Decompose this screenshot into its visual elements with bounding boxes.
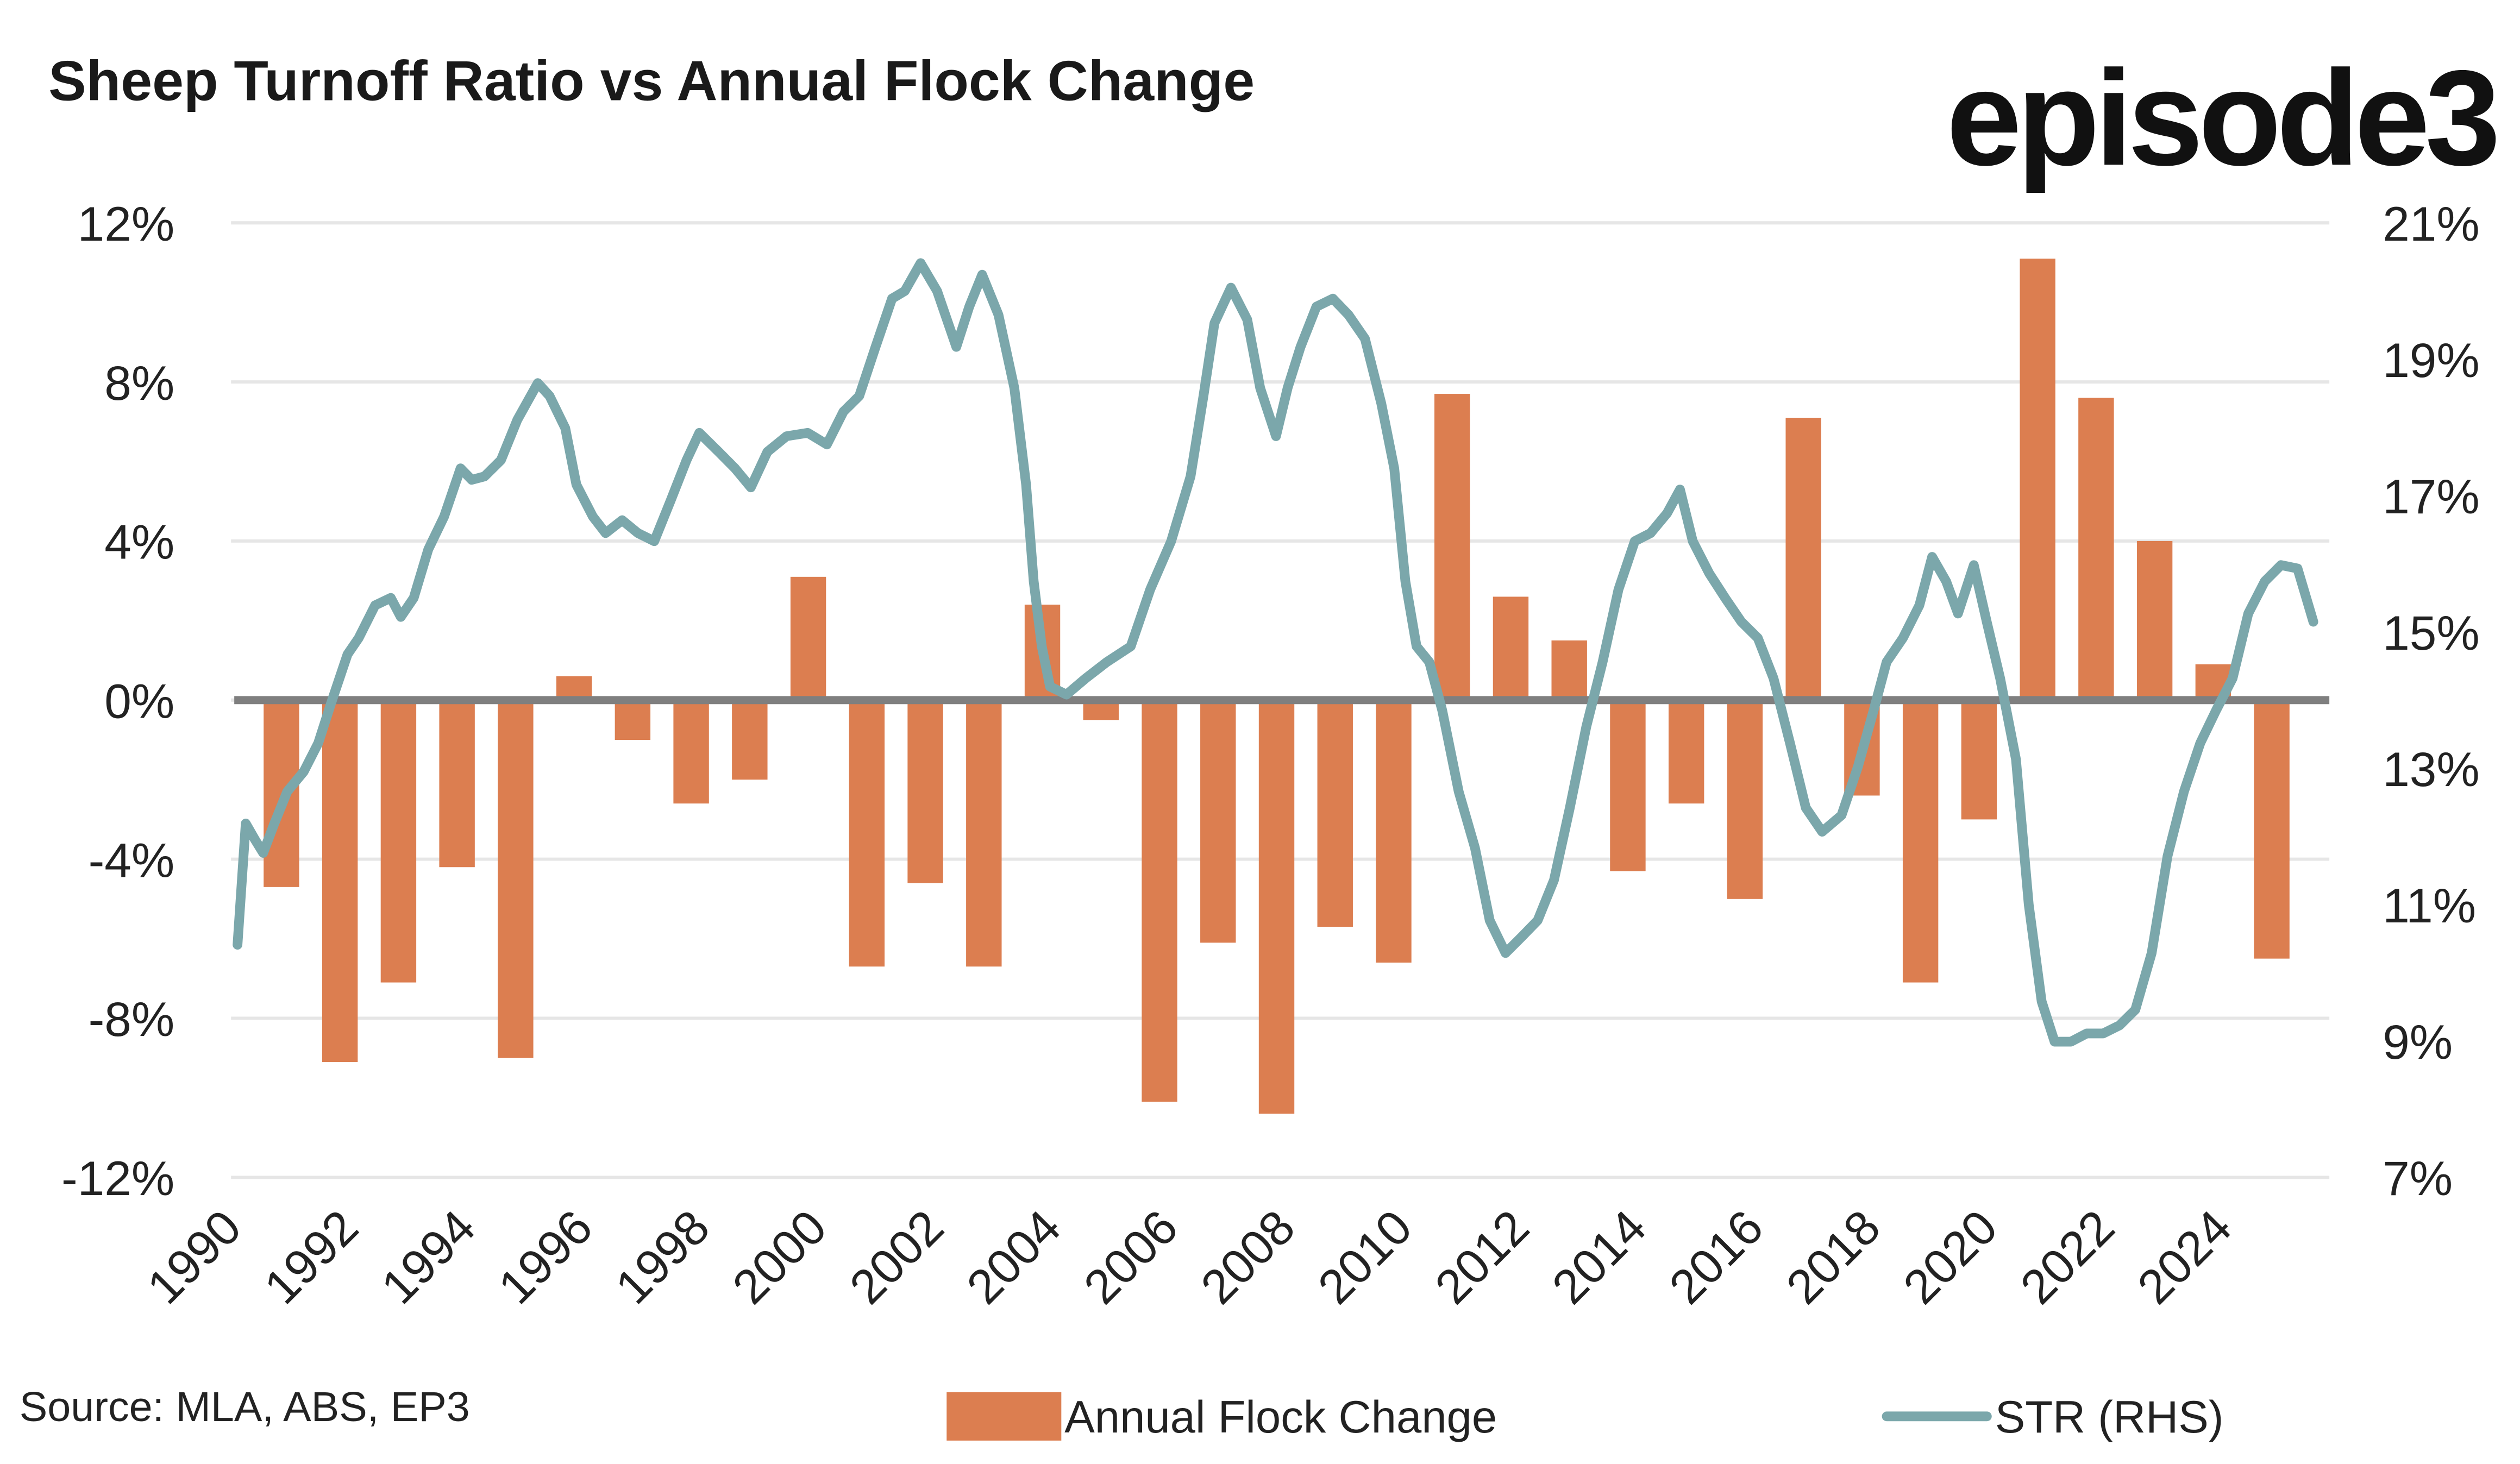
- right-axis-tick-label: 7%: [2383, 1151, 2453, 1205]
- x-axis-tick-label: 2020: [1893, 1199, 2008, 1314]
- bar: [1902, 700, 1939, 983]
- x-axis-tick-label: 1992: [254, 1199, 368, 1314]
- right-axis-tick-label: 13%: [2383, 742, 2479, 796]
- left-axis-tick-label: 4%: [104, 515, 174, 569]
- bar: [1961, 700, 1997, 820]
- right-axis-tick-label: 21%: [2383, 197, 2479, 251]
- legend: Annual Flock Change STR (RHS): [946, 1392, 2223, 1442]
- bar: [2254, 700, 2290, 959]
- bar: [849, 700, 885, 967]
- bar: [1493, 596, 1529, 700]
- bar: [2020, 259, 2055, 700]
- x-axis-tick-label: 2016: [1659, 1199, 1773, 1314]
- left-axis-tick-label: -8%: [89, 992, 175, 1046]
- episode3-logo: episode3: [1946, 42, 2496, 193]
- bar: [380, 700, 417, 983]
- right-axis-tick-label: 17%: [2383, 469, 2479, 524]
- bar: [1317, 700, 1353, 927]
- bar: [966, 700, 1002, 967]
- bar: [732, 700, 768, 780]
- x-axis-tick-label: 1998: [605, 1199, 719, 1314]
- x-axis-tick-label: 2004: [956, 1199, 1071, 1314]
- x-axis-tick-label: 2006: [1073, 1199, 1188, 1314]
- legend-label-bars: Annual Flock Change: [1064, 1392, 1497, 1442]
- bar: [439, 700, 475, 868]
- legend-swatch-bars: [946, 1392, 1062, 1441]
- bar: [1785, 417, 1821, 700]
- bar: [1727, 700, 1763, 899]
- x-axis-tick-label: 2018: [1776, 1199, 1890, 1314]
- left-axis-labels: 12% 8% 4% 0% -4% -8% -12%: [61, 197, 174, 1205]
- bar-series-annual-flock-change: [264, 259, 2290, 1114]
- legend-label-line: STR (RHS): [1995, 1392, 2224, 1442]
- bar: [498, 700, 534, 1058]
- x-axis-labels: 1990 1992 1994 1996 1998 2000 2002 2004 2006 2008…: [136, 1199, 2241, 1314]
- bar: [1142, 700, 1177, 1102]
- bar: [1610, 700, 1646, 871]
- source-note: Source: MLA, ABS, EP3: [20, 1384, 470, 1430]
- left-axis-tick-label: -12%: [61, 1151, 174, 1205]
- x-axis-tick-label: 2022: [2010, 1199, 2124, 1314]
- left-axis-tick-label: 0%: [104, 674, 174, 728]
- bar: [1434, 394, 1470, 700]
- x-axis-tick-label: 2014: [1541, 1199, 1656, 1314]
- x-axis-tick-label: 2010: [1307, 1199, 1422, 1314]
- right-axis-tick-label: 15%: [2383, 606, 2479, 660]
- right-axis-tick-label: 19%: [2383, 333, 2479, 387]
- left-axis-tick-label: 12%: [78, 197, 174, 251]
- bar: [673, 700, 709, 804]
- bar: [615, 700, 651, 740]
- x-axis-tick-label: 1996: [488, 1199, 603, 1314]
- bar: [790, 576, 826, 700]
- x-axis-tick-label: 1990: [136, 1199, 251, 1314]
- x-axis-tick-label: 2008: [1190, 1199, 1305, 1314]
- right-axis-labels: 21% 19% 17% 15% 13% 11% 9% 7%: [2383, 197, 2479, 1205]
- right-axis-tick-label: 9%: [2383, 1015, 2453, 1069]
- bar: [1200, 700, 1236, 943]
- bar: [322, 700, 358, 1062]
- x-axis-tick-label: 2024: [2127, 1199, 2242, 1314]
- bar: [2078, 398, 2114, 700]
- x-axis-tick-label: 1994: [371, 1199, 485, 1314]
- bar: [907, 700, 943, 883]
- bar: [1376, 700, 1412, 963]
- left-axis-tick-label: 8%: [104, 356, 174, 410]
- bar: [1551, 640, 1587, 700]
- bar: [1668, 700, 1704, 804]
- x-axis-tick-label: 2012: [1425, 1199, 1539, 1314]
- bar: [1258, 700, 1295, 1114]
- chart-title: Sheep Turnoff Ratio vs Annual Flock Chan…: [48, 49, 1255, 112]
- left-axis-tick-label: -4%: [89, 833, 175, 887]
- x-axis-tick-label: 2002: [839, 1199, 954, 1314]
- x-axis-tick-label: 2000: [722, 1199, 837, 1314]
- line-series-str: [233, 258, 2318, 1047]
- right-axis-tick-label: 11%: [2383, 878, 2476, 933]
- bar: [2136, 541, 2173, 700]
